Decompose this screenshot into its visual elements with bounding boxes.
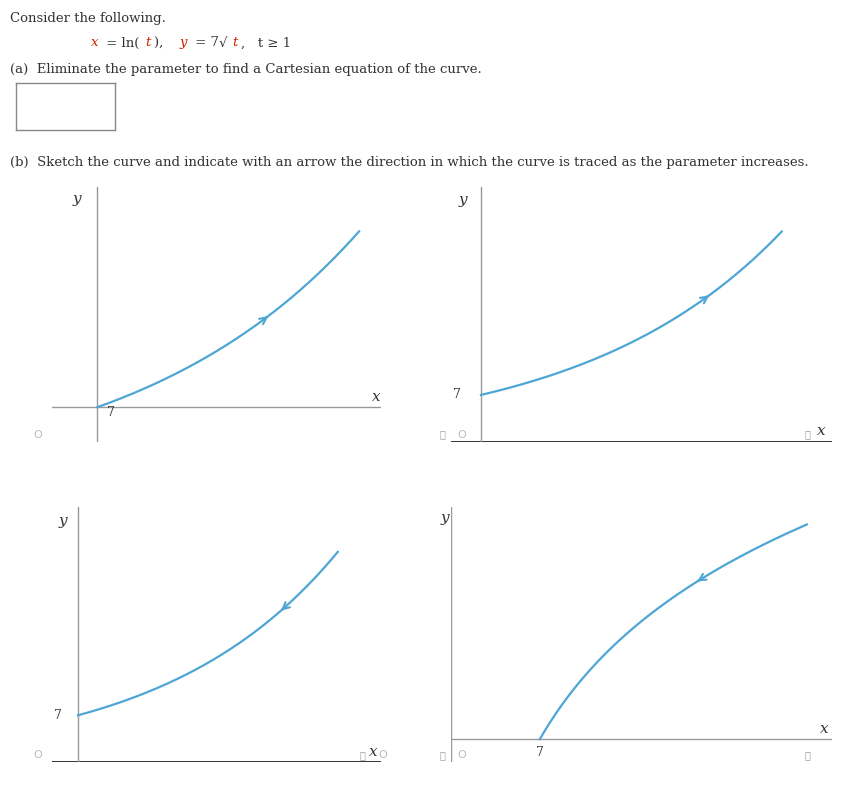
Text: x: x xyxy=(368,744,377,758)
Text: ⓘ: ⓘ xyxy=(805,750,811,760)
Text: x: x xyxy=(818,424,826,438)
Text: (a)  Eliminate the parameter to find a Cartesian equation of the curve.: (a) Eliminate the parameter to find a Ca… xyxy=(10,63,482,76)
Text: ⓘ: ⓘ xyxy=(805,430,811,440)
Text: 7: 7 xyxy=(536,746,544,759)
Text: y: y xyxy=(459,193,467,208)
Text: y: y xyxy=(440,511,449,525)
Text: O: O xyxy=(458,750,466,760)
Text: y: y xyxy=(73,192,81,206)
Text: y: y xyxy=(59,513,68,528)
Text: t: t xyxy=(232,36,238,49)
Text: t: t xyxy=(146,36,151,49)
Text: ⓘ: ⓘ xyxy=(440,430,446,440)
Text: O: O xyxy=(33,750,42,760)
Text: ⓘ: ⓘ xyxy=(440,750,446,760)
Text: x: x xyxy=(91,36,99,49)
Text: ,   t ≥ 1: , t ≥ 1 xyxy=(241,36,291,49)
Text: 7: 7 xyxy=(107,406,114,419)
Text: = 7: = 7 xyxy=(191,36,218,49)
Text: O: O xyxy=(33,430,42,440)
Text: √: √ xyxy=(218,36,227,49)
Text: x: x xyxy=(373,389,381,404)
Text: O: O xyxy=(378,750,387,760)
Text: 7: 7 xyxy=(54,709,62,722)
Text: (b)  Sketch the curve and indicate with an arrow the direction in which the curv: (b) Sketch the curve and indicate with a… xyxy=(10,156,809,169)
Text: O: O xyxy=(458,430,466,440)
Text: = ln(: = ln( xyxy=(102,36,140,49)
Text: ⓘ: ⓘ xyxy=(360,750,366,760)
Text: ),: ), xyxy=(154,36,176,49)
Text: Consider the following.: Consider the following. xyxy=(10,12,166,25)
Text: 7: 7 xyxy=(453,388,460,401)
Text: y: y xyxy=(179,36,187,49)
Text: x: x xyxy=(819,722,828,736)
